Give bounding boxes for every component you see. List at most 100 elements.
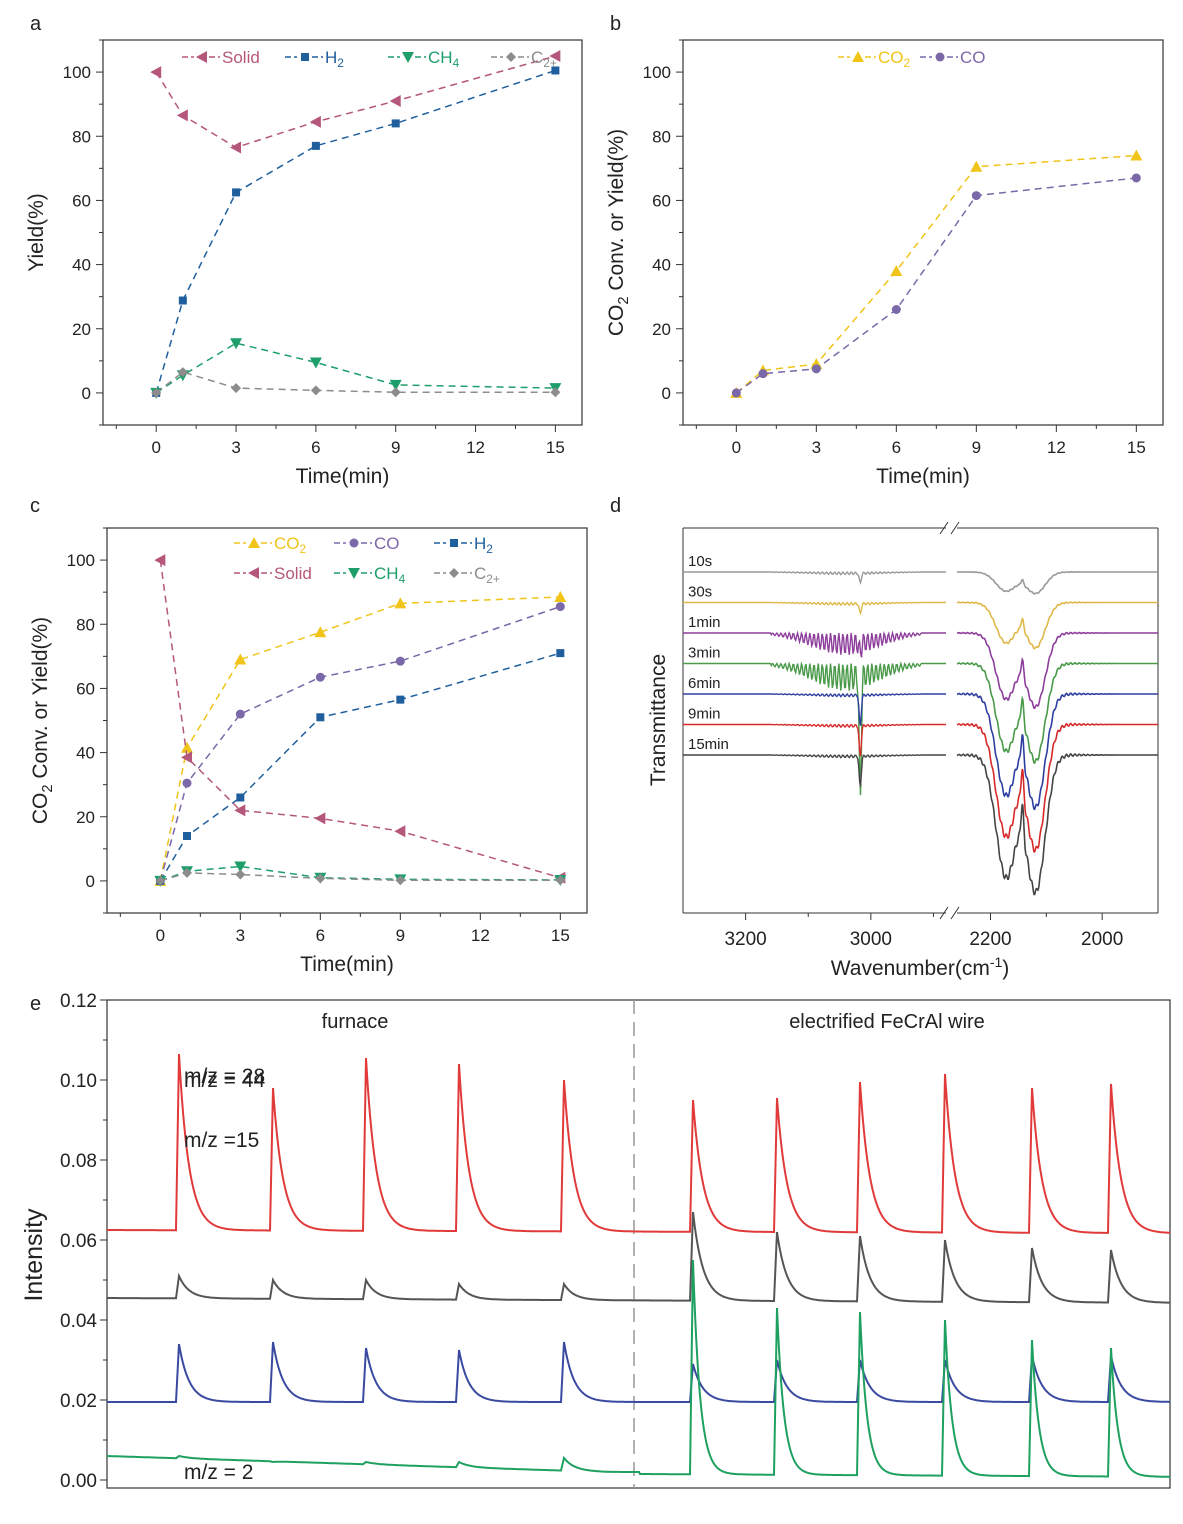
ir-spectrum-10s [956, 570, 1158, 595]
data-point-CH4 [309, 357, 322, 369]
x-tick-label: 3200 [724, 929, 766, 950]
data-point-CO [315, 672, 325, 682]
data-point-C2+ [315, 873, 326, 884]
plot-frame [682, 39, 1164, 426]
trace-label-1: m/z = 28 [184, 1065, 265, 1088]
data-point-H2 [556, 649, 565, 658]
x-axis-label: Time(min) [876, 465, 970, 488]
y-tick-label: 60 [72, 191, 91, 210]
series-line-CO [159, 605, 561, 882]
data-point-C2+ [310, 385, 321, 396]
ir-spectrum-1min [683, 630, 946, 658]
trace-label-3: m/z = 2 [184, 1461, 253, 1484]
y-tick-label: 0.00 [60, 1471, 97, 1492]
data-point-CO2 [890, 265, 903, 276]
data-point-CO [555, 602, 565, 612]
x-tick-label: 6 [892, 438, 901, 457]
data-point-C2+ [177, 367, 188, 378]
ir-spectrum-6min [683, 692, 946, 726]
axis-break [939, 906, 949, 920]
legend-marker-C2+ [506, 52, 516, 62]
data-point-Solid [230, 141, 242, 154]
y-tick-label: 40 [652, 256, 671, 275]
data-point-H2 [183, 832, 191, 840]
plot-frame [106, 999, 1171, 1489]
ir-spectrum-30s [683, 601, 946, 616]
region-label-wire: electrified FeCrAl wire [789, 1011, 985, 1033]
ir-spectrum-9min [956, 722, 1158, 853]
y-axis-label: Transmittance [647, 654, 670, 786]
data-point-Solid [309, 115, 321, 128]
panel-label-e: e [30, 993, 41, 1015]
x-tick-label: 15 [1127, 438, 1146, 457]
legend-label-CO2: CO2 [878, 48, 911, 70]
spectrum-label-10s: 10s [688, 553, 712, 570]
x-tick-label: 15 [551, 926, 570, 945]
region-label-furnace: furnace [322, 1011, 389, 1033]
plot-frame [106, 527, 588, 914]
series-line-Solid [159, 559, 561, 879]
data-point-H2 [232, 188, 241, 197]
data-point-C2+ [235, 869, 246, 880]
y-tick-label: 0 [662, 384, 671, 403]
panel-label-c: c [30, 495, 40, 517]
legend-marker-CH4 [402, 52, 414, 63]
data-point-CO2 [554, 590, 567, 602]
data-point-CO [811, 364, 821, 374]
data-point-CO2 [181, 741, 193, 753]
data-point-CO [1131, 173, 1141, 183]
series-line-H2 [155, 69, 556, 394]
chart-panel-c: 0 3 6 9 12 15 0 20 40 60 80 100 Time(min) CO2 Conv. o… [29, 527, 588, 976]
ms-trace-mz28 [107, 1211, 1171, 1304]
y-tick-label: 0.08 [60, 1151, 97, 1172]
y-axis-label: Intensity [20, 1208, 48, 1302]
data-point-H2 [396, 695, 405, 704]
legend-label-CO: CO [374, 534, 400, 553]
y-axis-label: CO2 Conv. or Yield(%) [29, 617, 56, 824]
data-point-CO2 [394, 597, 407, 609]
y-tick-label: 80 [652, 127, 671, 146]
data-point-Solid [549, 50, 561, 63]
legend-marker-CO2 [248, 537, 260, 548]
ir-spectrum-1min [956, 631, 1158, 710]
data-point-Solid [154, 554, 166, 567]
ms-trace-mz15 [107, 1341, 1170, 1403]
x-tick-label: 12 [1047, 438, 1066, 457]
legend-marker-Solid [196, 51, 207, 63]
x-tick-label: 3 [812, 438, 821, 457]
legend-marker-CO2 [852, 51, 864, 62]
x-tick-label: 2000 [1081, 929, 1123, 950]
data-point-H2 [236, 793, 245, 802]
series-line-CO [735, 177, 1137, 394]
data-point-C2+ [390, 387, 401, 398]
y-tick-label: 60 [652, 191, 671, 210]
x-tick-label: 6 [316, 926, 325, 945]
ir-spectrum-6min [956, 692, 1158, 811]
trace-label-2: m/z =15 [184, 1129, 259, 1152]
y-tick-label: 100 [643, 63, 671, 82]
panel-label-b: b [610, 13, 621, 35]
ir-spectrum-15min [956, 753, 1158, 896]
data-point-H2 [391, 119, 400, 128]
ir-spectrum-10s [683, 570, 946, 586]
ms-trace-mz2 [107, 1259, 1170, 1478]
x-tick-label: 6 [311, 438, 320, 457]
legend-marker-CO [935, 52, 945, 62]
data-point-Solid [181, 751, 192, 764]
legend-label-H2: H2 [474, 534, 493, 556]
x-axis-label: Wavenumber(cm-1) [831, 954, 1010, 980]
series-line-H2 [159, 652, 561, 882]
ms-trace-mz44 [107, 1053, 1171, 1234]
legend-marker-C2+ [449, 568, 459, 578]
chart-panel-d: 3200 3000 2200 2000 Wavenumber(cm-1) Transmit… [647, 521, 1159, 980]
series-line-CH4 [160, 865, 561, 882]
spectrum-label-30s: 30s [688, 584, 712, 601]
x-tick-label: 12 [466, 438, 485, 457]
y-tick-label: 100 [67, 551, 95, 570]
data-point-Solid [389, 94, 401, 107]
data-point-CO [731, 388, 741, 398]
axis-break [950, 906, 960, 920]
spectrum-label-1min: 1min [688, 614, 721, 631]
panel-label-d: d [610, 495, 621, 517]
